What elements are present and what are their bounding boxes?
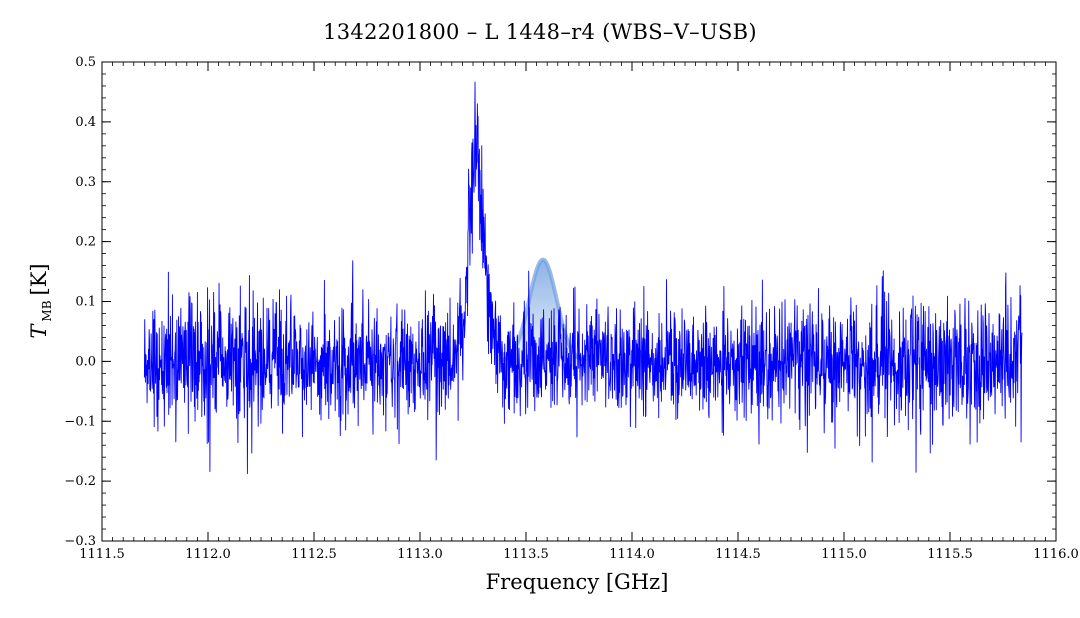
- y-axis-label-unit: [K]: [27, 263, 51, 295]
- x-tick-label: 1113.5: [503, 547, 549, 562]
- x-tick-label: 1114.0: [609, 547, 655, 562]
- x-tick-label: 1112.5: [291, 547, 337, 562]
- y-tick-label: −0.1: [64, 414, 96, 429]
- tick-layer: [101, 61, 1057, 542]
- y-tick-label: 0.1: [75, 295, 96, 310]
- series-layer: [143, 81, 1023, 474]
- y-axis-label: T MB [K]: [27, 263, 54, 338]
- y-tick-labels: −0.3 −0.2 −0.1 0.0 0.1 0.2 0.3 0.4 0.5: [64, 55, 96, 549]
- x-tick-label: 1113.0: [397, 547, 443, 562]
- x-tick-label: 1112.0: [185, 547, 231, 562]
- y-tick-label: −0.2: [64, 474, 96, 489]
- y-axis-label-symbol: T: [27, 323, 51, 339]
- x-tick-label: 1116.0: [1033, 547, 1079, 562]
- y-tick-label: 0.5: [75, 55, 96, 70]
- spectrum-series-line: [143, 81, 1023, 474]
- y-tick-label: 0.2: [75, 235, 96, 250]
- y-tick-label: 0.0: [75, 354, 96, 369]
- x-tick-labels: 1111.5 1112.0 1112.5 1113.0 1113.5 1114.0 1114…: [79, 547, 1079, 562]
- y-tick-label: −0.3: [64, 534, 96, 549]
- x-tick-label: 1111.5: [79, 547, 125, 562]
- x-tick-label: 1115.5: [927, 547, 973, 562]
- y-tick-label: 0.3: [75, 175, 96, 190]
- chart-title: 1342201800 – L 1448–r4 (WBS–V–USB): [323, 20, 757, 44]
- y-axis-label-subscript: MB: [40, 300, 54, 321]
- x-tick-label: 1115.0: [821, 547, 867, 562]
- plot-area: [101, 61, 1057, 542]
- x-tick-label: 1114.5: [715, 547, 761, 562]
- x-axis-label: Frequency [GHz]: [486, 570, 669, 594]
- y-tick-label: 0.4: [75, 115, 96, 130]
